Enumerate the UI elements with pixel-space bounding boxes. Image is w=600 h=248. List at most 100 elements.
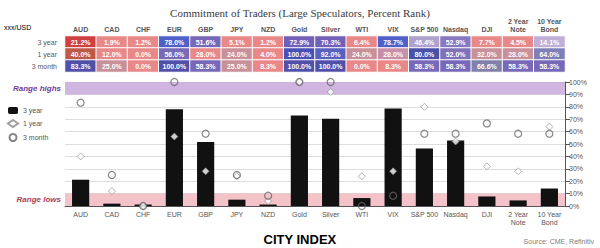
svg-text:100%: 100% (569, 79, 587, 86)
svg-text:25.0%: 25.0% (102, 63, 123, 70)
svg-text:1.9%: 1.9% (104, 39, 121, 46)
svg-text:CHF: CHF (136, 26, 151, 33)
svg-text:WTI: WTI (355, 211, 368, 218)
svg-text:NZD: NZD (261, 26, 275, 33)
svg-text:JPY: JPY (230, 26, 244, 33)
svg-text:EUR: EUR (167, 26, 182, 33)
svg-text:Range lows: Range lows (17, 195, 62, 204)
svg-text:VIX: VIX (387, 26, 399, 33)
svg-text:58.3%: 58.3% (196, 63, 217, 70)
svg-text:90%: 90% (569, 91, 583, 98)
svg-text:100.0%: 100.0% (288, 51, 313, 58)
svg-text:40%: 40% (569, 153, 583, 160)
svg-text:3 year: 3 year (38, 39, 58, 47)
svg-text:CHF: CHF (136, 211, 150, 218)
svg-text:14.1%: 14.1% (539, 39, 560, 46)
svg-text:AUD: AUD (73, 211, 88, 218)
svg-text:JPY: JPY (230, 211, 243, 218)
svg-text:21.2%: 21.2% (71, 39, 92, 46)
svg-text:DJI: DJI (481, 26, 492, 33)
svg-text:1.2%: 1.2% (135, 39, 152, 46)
svg-text:S&P 500: S&P 500 (410, 26, 438, 33)
svg-text:78.0%: 78.0% (164, 39, 185, 46)
svg-text:S&P 500: S&P 500 (411, 211, 439, 218)
svg-text:80%: 80% (569, 103, 583, 110)
svg-text:VIX: VIX (387, 211, 399, 218)
svg-text:28.0%: 28.0% (508, 51, 529, 58)
svg-text:4.5%: 4.5% (510, 39, 527, 46)
svg-text:CAD: CAD (104, 26, 119, 33)
svg-text:66.6%: 66.6% (477, 63, 498, 70)
svg-text:0%: 0% (569, 203, 579, 210)
svg-text:Silver: Silver (321, 26, 340, 33)
svg-text:Note: Note (510, 26, 526, 33)
svg-text:100.0%: 100.0% (319, 63, 344, 70)
svg-text:1.2%: 1.2% (260, 39, 277, 46)
svg-text:8.3%: 8.3% (260, 63, 277, 70)
svg-text:10%: 10% (569, 190, 583, 197)
svg-text:GBP: GBP (198, 26, 214, 33)
svg-text:58.3%: 58.3% (414, 63, 435, 70)
svg-text:0.0%: 0.0% (135, 63, 152, 70)
svg-text:51.6%: 51.6% (196, 39, 217, 46)
svg-text:28.0%: 28.0% (383, 51, 404, 58)
svg-text:7.7%: 7.7% (479, 39, 496, 46)
svg-text:78.7%: 78.7% (383, 39, 404, 46)
svg-text:20%: 20% (569, 178, 583, 185)
svg-text:Source: CME, Refinitiv: Source: CME, Refinitiv (524, 238, 595, 245)
svg-text:1 year: 1 year (23, 120, 43, 128)
svg-text:xxx/USD: xxx/USD (4, 24, 31, 31)
svg-text:0.0%: 0.0% (354, 63, 371, 70)
svg-text:72.9%: 72.9% (289, 39, 310, 46)
svg-text:52.0%: 52.0% (446, 51, 467, 58)
svg-text:Bond: Bond (541, 219, 557, 226)
svg-text:8.3%: 8.3% (385, 63, 402, 70)
svg-text:NZD: NZD (261, 211, 275, 218)
svg-text:32.0%: 32.0% (477, 51, 498, 58)
svg-text:10 Year: 10 Year (537, 18, 562, 25)
svg-text:DJI: DJI (482, 211, 493, 218)
svg-text:24.0%: 24.0% (352, 51, 373, 58)
svg-text:GBP: GBP (198, 211, 213, 218)
svg-text:64.0%: 64.0% (539, 51, 560, 58)
svg-text:70.3%: 70.3% (321, 39, 342, 46)
svg-text:60%: 60% (569, 128, 583, 135)
svg-text:10 Year: 10 Year (538, 211, 562, 218)
svg-text:Gold: Gold (291, 26, 307, 33)
svg-text:40.0%: 40.0% (71, 51, 92, 58)
svg-text:80.0%: 80.0% (414, 51, 435, 58)
svg-text:28.0%: 28.0% (196, 51, 217, 58)
svg-text:0.0%: 0.0% (135, 51, 152, 58)
svg-text:Silver: Silver (322, 211, 340, 218)
svg-text:Commitment of Traders (Large S: Commitment of Traders (Large Speculators… (170, 7, 430, 20)
svg-text:83.3%: 83.3% (71, 63, 92, 70)
svg-text:AUD: AUD (73, 26, 88, 33)
svg-text:2 Year: 2 Year (508, 211, 529, 218)
svg-text:58.3%: 58.3% (446, 63, 467, 70)
svg-text:2 Year: 2 Year (508, 18, 529, 25)
svg-text:Gold: Gold (292, 211, 307, 218)
svg-text:46.4%: 46.4% (414, 39, 435, 46)
svg-text:92.0%: 92.0% (321, 51, 342, 58)
svg-text:12.0%: 12.0% (102, 51, 123, 58)
svg-text:CITY INDEX: CITY INDEX (264, 232, 337, 247)
svg-text:100.0%: 100.0% (288, 63, 313, 70)
svg-text:58.3%: 58.3% (508, 63, 529, 70)
svg-text:100.0%: 100.0% (163, 63, 188, 70)
svg-text:Bond: Bond (540, 26, 558, 33)
svg-text:50%: 50% (569, 141, 583, 148)
svg-text:56.0%: 56.0% (164, 51, 185, 58)
svg-text:Range highs: Range highs (13, 84, 62, 93)
svg-text:30%: 30% (569, 165, 583, 172)
svg-text:4.0%: 4.0% (260, 51, 277, 58)
svg-text:Nasdaq: Nasdaq (443, 26, 468, 34)
svg-text:Nasdaq: Nasdaq (444, 211, 468, 219)
svg-text:WTI: WTI (355, 26, 368, 33)
svg-text:6.4%: 6.4% (354, 39, 371, 46)
svg-text:58.3%: 58.3% (539, 63, 560, 70)
svg-text:52.9%: 52.9% (446, 39, 467, 46)
svg-text:70%: 70% (569, 116, 583, 123)
svg-text:CAD: CAD (104, 211, 119, 218)
svg-text:EUR: EUR (167, 211, 182, 218)
svg-text:5.1%: 5.1% (229, 39, 246, 46)
